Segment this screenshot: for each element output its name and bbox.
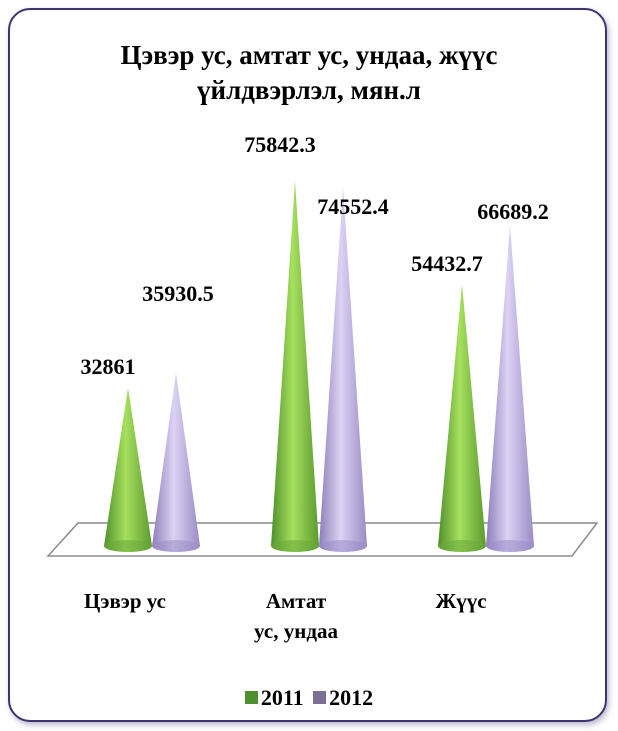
cone-2011-cat-2 [438,284,486,552]
data-label-2011-cat-1: 75842.3 [244,132,316,157]
legend-label-2012: 2012 [329,684,374,710]
chart-title-line-1: Цэвэр ус, амтат ус, ундаа, жүүс [120,40,498,70]
cone-2012-cat-1 [319,187,367,552]
cone-base-2011-cat-2 [438,540,486,552]
cone-2012-cat-2 [486,225,534,553]
legend-swatch-2012 [313,691,327,704]
cone-base-2012-cat-2 [486,540,534,552]
cone-base-2011-cat-1 [271,540,319,552]
cone-base-2011-cat-0 [104,540,152,552]
legend-swatch-2011 [244,691,258,704]
legend-item-2012: 2012 [313,685,373,711]
data-label-2011-cat-0: 32861 [81,354,136,379]
chart-title: Цэвэр ус, амтат ус, ундаа, жүүс үйлдвэрл… [10,38,608,108]
cone-base-2012-cat-0 [152,540,200,552]
chart-legend: 2011 2012 [0,684,618,711]
cone-2011-cat-0 [104,387,152,552]
data-label-2012-cat-1: 74552.4 [317,194,389,219]
category-label-2-line-0: Жүүс [435,589,486,613]
legend-item-2011: 2011 [244,684,304,711]
category-label-1-line-0: Амтат [266,589,327,613]
category-label-1-line-1: ус, ундаа [254,619,338,643]
chart-title-line-2: үйлдвэрлэл, мян.л [197,75,421,105]
category-label-0-line-0: Цэвэр ус [84,589,166,613]
cone-2011-cat-1 [271,181,319,552]
data-label-2011-cat-2: 54432.7 [411,251,483,276]
cone-base-2012-cat-1 [319,540,367,552]
data-label-2012-cat-2: 66689.2 [477,199,549,224]
data-label-2012-cat-0: 35930.5 [142,281,214,306]
cone-2012-cat-0 [152,373,200,552]
legend-label-2011: 2011 [260,684,304,710]
